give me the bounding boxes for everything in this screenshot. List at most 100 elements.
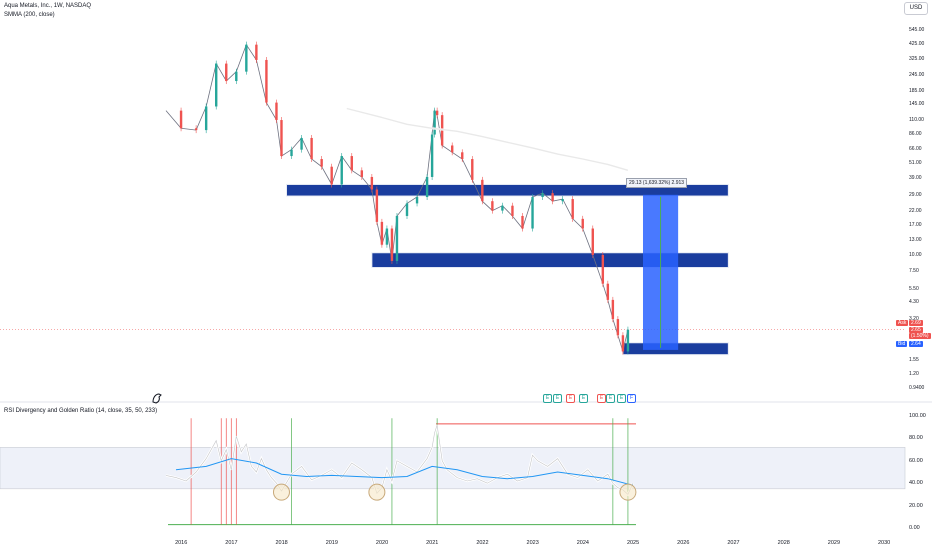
candle-body <box>621 335 625 352</box>
bid-tag: Bid <box>896 341 908 347</box>
time-tick: 2029 <box>827 540 841 546</box>
candle-body <box>425 176 429 198</box>
candle-body <box>450 145 454 153</box>
candle-body <box>435 110 439 116</box>
price-tick: 4.30 <box>909 299 919 306</box>
price-tick: 13.00 <box>909 237 922 244</box>
candle-body <box>395 215 399 261</box>
price-tick: 3.20 <box>909 316 919 322</box>
time-tick: 2017 <box>225 540 238 546</box>
candle-body <box>471 159 474 180</box>
time-tick: 2026 <box>677 540 690 546</box>
candle-body <box>611 299 615 320</box>
event-marker[interactable]: E <box>579 394 588 403</box>
price-tick: 86.00 <box>909 130 922 137</box>
price-tick: 545.00 <box>909 27 925 33</box>
time-tick: 2020 <box>375 540 389 546</box>
candle-body <box>360 170 364 177</box>
price-tick: 0.9400 <box>909 385 925 391</box>
candle-body <box>616 319 620 336</box>
price-tick: 245.00 <box>909 71 925 78</box>
candle-body <box>215 63 218 107</box>
event-marker[interactable]: E <box>566 394 575 403</box>
support-zone-2 <box>371 252 729 269</box>
time-tick: 2022 <box>476 540 489 546</box>
event-marker[interactable]: E <box>606 394 615 403</box>
price-tick: 10.00 <box>909 251 922 258</box>
candle-body <box>551 193 554 202</box>
candle-body <box>265 59 268 103</box>
candle-body <box>350 156 353 171</box>
measure-label[interactable]: 29.13 (1,639.32%) 2.913 <box>626 178 688 188</box>
smma-legend[interactable]: SMMA (200, close) <box>4 12 55 18</box>
divergence-circle <box>272 483 290 501</box>
divergence-circle <box>368 483 386 501</box>
candle-body <box>606 283 610 300</box>
price-line <box>165 43 629 353</box>
candle-body <box>370 176 374 190</box>
tradingview-logo <box>152 393 162 404</box>
candle-body <box>430 134 434 177</box>
candle-body <box>245 44 248 72</box>
ask-value: 2.69 <box>909 320 923 326</box>
candle-body <box>511 205 514 216</box>
candle-body <box>541 193 544 198</box>
price-tick: 22.00 <box>909 207 922 214</box>
rsi-tick: 0.00 <box>909 525 920 531</box>
event-marker[interactable]: E <box>597 394 606 403</box>
price-tick: 51.00 <box>909 160 922 167</box>
smma-line-halo <box>346 107 629 172</box>
rsi-tick: 100.00 <box>909 413 926 419</box>
candle-body <box>194 128 198 131</box>
price-tick: 425.00 <box>909 40 925 47</box>
event-marker[interactable]: E <box>553 394 562 403</box>
time-tick: 2028 <box>777 540 790 546</box>
rsi-band <box>0 447 906 490</box>
candle-body <box>340 156 343 185</box>
candle-body <box>481 179 484 202</box>
price-tick: 325.00 <box>909 56 925 63</box>
candle-body <box>531 197 534 229</box>
candle-body <box>601 254 605 284</box>
candle-body <box>385 228 389 245</box>
candle-body <box>433 110 436 135</box>
rsi-pane <box>0 418 906 526</box>
smma-line <box>346 107 629 171</box>
rsi-tick: 80.00 <box>909 435 923 442</box>
event-marker[interactable]: E <box>543 394 552 403</box>
price-tick: 1.55 <box>909 356 919 363</box>
currency-button[interactable]: USD <box>904 2 928 15</box>
time-tick: 2016 <box>175 540 188 546</box>
event-marker[interactable]: F <box>627 394 636 403</box>
rsi-legend[interactable]: RSI Divergency and Golden Ratio (14, clo… <box>4 408 158 414</box>
price-tick: 185.00 <box>909 87 925 94</box>
candle-body <box>405 203 409 216</box>
rsi-line-edge <box>165 424 634 495</box>
event-marker[interactable]: E <box>617 394 626 403</box>
price-tick: 145.00 <box>909 101 925 108</box>
candle-body <box>491 201 494 211</box>
price-tick: 7.50 <box>909 268 919 275</box>
price-tick: 39.00 <box>909 175 922 182</box>
price-tick: 29.00 <box>909 192 922 199</box>
candle-body <box>561 199 564 202</box>
candle-body <box>626 329 630 352</box>
price-tick: 17.00 <box>909 222 922 229</box>
candle-body <box>280 120 283 157</box>
candle-body <box>330 166 333 185</box>
price-change: (1.50%) <box>909 333 931 339</box>
bid-value: 2.64 <box>909 341 923 347</box>
candle-body <box>415 197 419 204</box>
price-tick: 66.00 <box>909 145 922 152</box>
rsi-tick: 40.00 <box>909 480 923 487</box>
time-tick: 2025 <box>626 540 640 546</box>
ask-tag: Ask <box>896 320 909 326</box>
rsi-tick: 20.00 <box>909 502 923 509</box>
candle-body <box>204 106 208 131</box>
price-tick: 1.20 <box>909 371 919 378</box>
symbol-title: Aqua Metals, Inc., 1W, NASDAQ <box>4 3 92 9</box>
price-tick: 5.50 <box>909 285 919 292</box>
candle-body <box>390 228 394 261</box>
price-tick: 110.00 <box>909 117 924 124</box>
